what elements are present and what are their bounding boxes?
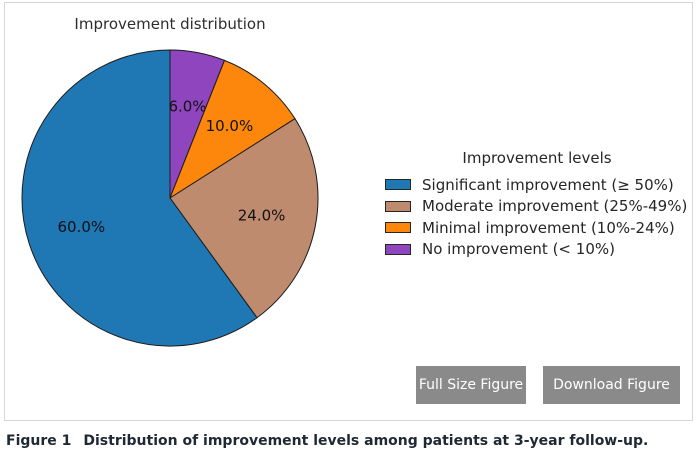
download-figure-button[interactable]: Download Figure [543,366,680,404]
pie-percentage-label: 6.0% [168,97,206,115]
legend-items: Significant improvement (≥ 50%) Moderate … [385,174,689,260]
figure-caption-label: Figure 1 [6,433,72,449]
pie-percentage-label: 24.0% [238,207,286,225]
pie-percentage-label: 10.0% [206,117,254,135]
legend-item-label: Minimal improvement (10%-24%) [422,218,675,237]
full-size-figure-button[interactable]: Full Size Figure [416,366,526,404]
legend: Improvement levels Significant improveme… [385,149,689,260]
legend-item-label: No improvement (< 10%) [422,240,615,259]
chart-title: Improvement distribution [74,15,266,33]
legend-item: No improvement (< 10%) [385,239,689,261]
legend-swatch [385,179,411,191]
legend-swatch [385,243,411,255]
pie-slice [21,49,258,347]
legend-item-label: Significant improvement (≥ 50%) [422,175,674,194]
pie-percentage-label: 60.0% [57,218,105,236]
legend-item: Moderate improvement (25%-49%) [385,196,689,218]
figure-panel: Improvement distribution 6.0% 10.0% 24.0% 6… [4,2,693,421]
figure-caption: Figure 1 Distribution of improvement leve… [6,433,696,449]
legend-item: Significant improvement (≥ 50%) [385,174,689,196]
pie-slice [169,118,319,319]
figure-caption-text: Distribution of improvement levels among… [83,433,649,449]
legend-swatch [385,200,411,212]
legend-swatch [385,222,411,234]
legend-title: Improvement levels [462,149,612,167]
legend-item: Minimal improvement (10%-24%) [385,217,689,239]
pie-slice [168,59,296,200]
pie-chart: 6.0%10.0% 24.0% 60.0% [21,49,319,347]
legend-item-label: Moderate improvement (25%-49%) [422,197,688,216]
